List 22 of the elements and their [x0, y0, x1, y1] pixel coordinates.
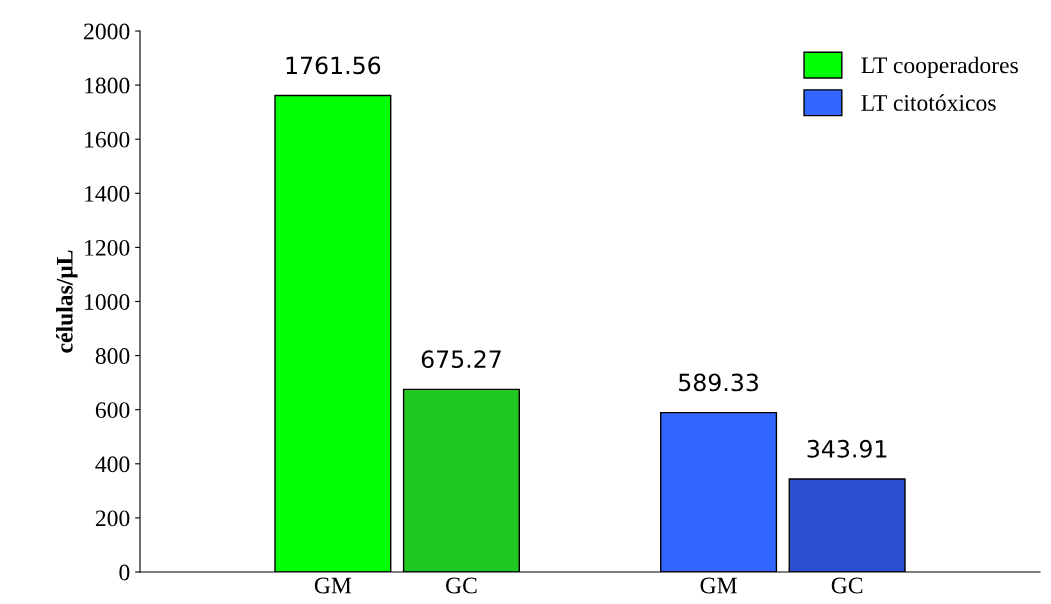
data-label: 1761.56 [286, 56, 381, 75]
y-tick-label: 2000 [84, 23, 130, 40]
data-label: 675.27 [421, 350, 501, 369]
y-tick-label: 800 [95, 348, 130, 365]
y-tick-label: 1200 [85, 239, 130, 256]
y-tick-label: 0 [119, 564, 130, 581]
x-tick-label: GC [831, 577, 863, 594]
x-tick-label: GC [446, 577, 477, 594]
y-tick-label: 400 [95, 456, 130, 473]
y-tick-label: 1600 [85, 131, 130, 148]
y-tick-label: 1800 [85, 77, 130, 94]
data-label: 343.91 [807, 439, 887, 458]
y-tick-label: 200 [95, 510, 130, 527]
legend-label: LT citotóxicos [861, 94, 996, 111]
y-tick-label: 600 [95, 402, 130, 419]
y-tick-label: 1400 [85, 185, 130, 202]
x-tick-label: GM [314, 577, 352, 594]
legend-label: LT cooperadores [861, 56, 1018, 79]
data-label: 589.33 [679, 373, 758, 392]
x-tick-label: GM [700, 577, 737, 594]
y-axis-title: células/μL [56, 250, 78, 353]
y-tick-label: 1000 [85, 293, 130, 310]
